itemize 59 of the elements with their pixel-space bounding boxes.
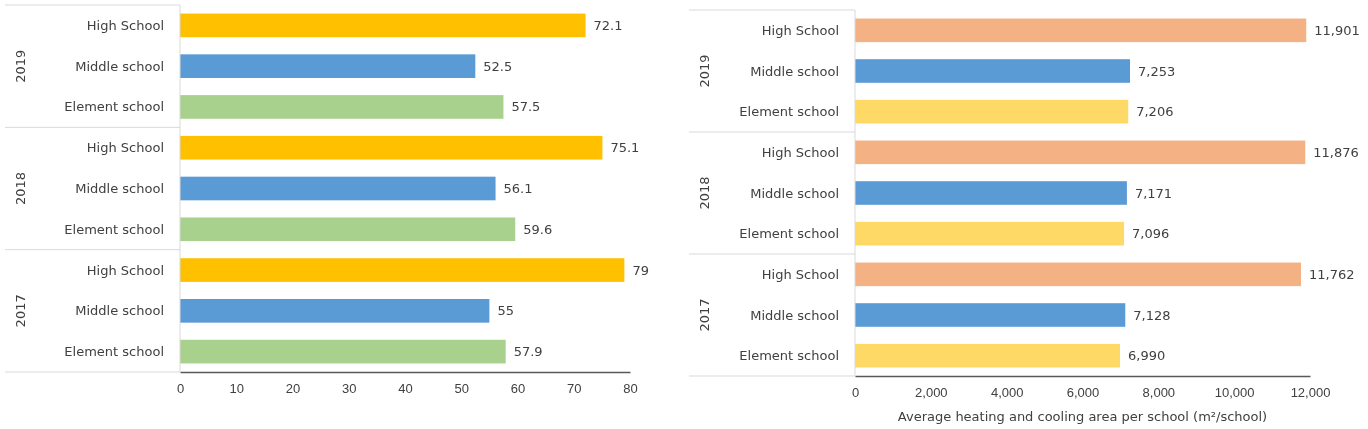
data-label: 57.5 [511,99,541,115]
data-label: 6,990 [1128,348,1166,364]
x-tick-label: 40 [398,381,413,397]
y-tick-label: Middle school [75,303,164,319]
data-label: 7,096 [1132,226,1170,242]
data-label: 11,876 [1313,144,1359,160]
y-tick-label: Element school [64,99,164,115]
y-tick-label: High School [86,262,164,278]
x-axis-title: Average heating and cooling area per school (m²/school) [897,409,1268,424]
y-tick-label: Middle school [750,307,839,323]
y-tick-label: Middle school [750,185,839,201]
data-label: 75.1 [610,140,640,156]
x-tick-label: 10 [229,381,244,397]
x-tick-label: 50 [454,381,469,397]
data-label: 79 [632,262,649,278]
y-tick-label: Middle school [75,181,164,197]
x-tick-label: 20 [285,381,301,397]
x-tick-label: 30 [342,381,357,397]
y-tick-label: Element school [739,226,839,242]
x-tick-label: 60 [510,381,526,397]
text: 2017 [12,294,28,328]
text: 2018 [12,171,28,206]
y-tick-label: High School [86,140,164,156]
y-tick-label: Middle school [750,63,839,79]
x-tick-label: 0 [176,381,185,397]
y-tick-label: High School [86,17,164,33]
x-tick-label: 2,000 [915,385,948,401]
data-label: 72.1 [593,17,623,33]
x-tick-label: 8,000 [1142,385,1176,401]
y-tick-label: Element school [739,104,839,120]
x-tick-label: 0 [851,385,860,401]
data-label: 56.1 [503,181,533,197]
x-tick-label: 6,000 [1066,385,1100,401]
text: 2017 [696,298,712,332]
y-tick-label: High School [761,22,839,38]
data-label: 11,762 [1308,266,1355,282]
x-tick-label: 12,000 [1290,385,1331,401]
text: 2019 [12,49,28,83]
data-label: 52.5 [483,58,513,74]
x-tick-label: 80 [623,381,638,397]
data-label: 7,253 [1138,63,1176,79]
data-label: 57.9 [513,344,543,360]
y-tick-label: Element school [64,221,164,237]
y-tick-label: High School [761,266,839,282]
data-label: 59.6 [523,221,553,237]
y-tick-label: High School [761,144,839,160]
data-label: 7,128 [1133,307,1171,323]
data-label: 7,206 [1136,104,1174,120]
y-tick-label: Middle school [75,58,164,74]
text: 2019 [696,54,712,88]
data-label: 55 [497,303,514,319]
y-tick-label: Element school [64,344,164,360]
x-tick-label: 10,000 [1214,385,1255,401]
text: 2018 [696,176,712,210]
x-tick-label: 4,000 [990,385,1024,401]
data-label: 7,171 [1134,185,1173,201]
y-tick-label: Element school [739,348,839,364]
x-tick-label: 70 [567,381,582,397]
data-label: 11,901 [1314,22,1360,38]
